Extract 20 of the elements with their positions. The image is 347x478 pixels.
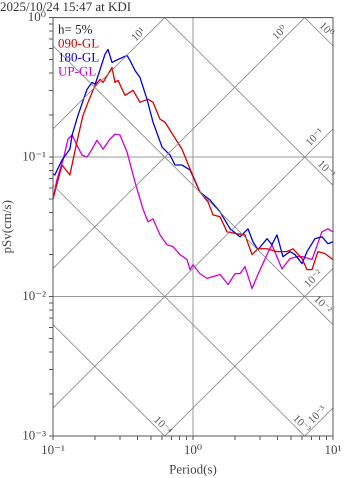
text: UP-GL [58, 64, 96, 79]
x-tick-label: 10⁻¹ [41, 442, 65, 458]
annotation: 10⁻¹ [303, 126, 326, 149]
series-label: 090-GL [58, 36, 100, 51]
x-tick-label: 10⁰ [184, 442, 202, 458]
annotation: 10⁻² [302, 266, 326, 290]
annotation: 10⁻¹ [314, 158, 338, 181]
annotation: 10⁻⁴ [151, 414, 174, 438]
annotation: 10⁻³ [306, 403, 330, 426]
y-tick-label: 10⁻² [22, 288, 46, 303]
x-tick-label: 10¹ [324, 442, 342, 458]
y-tick-label: 10⁻¹ [22, 148, 46, 164]
series-label: 180-GL [58, 50, 100, 65]
annotation: 10⁰ [270, 22, 290, 42]
x-axis-title: Period(s) [169, 462, 217, 477]
annotation: h= 5% [58, 22, 93, 37]
annotation: 10⁻² [311, 293, 334, 316]
y-axis-title: pSv(cm/s) [0, 200, 14, 254]
annotation: 10¹ [129, 25, 148, 44]
y-tick-label: 10⁻³ [22, 427, 46, 442]
